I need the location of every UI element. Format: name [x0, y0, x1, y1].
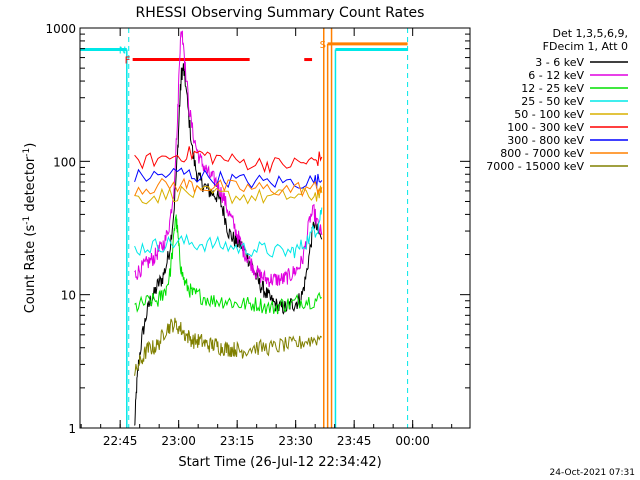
legend-label-0: 3 - 6 keV [535, 56, 584, 69]
x-axis-label: Start Time (26-Jul-12 22:34:42) [178, 455, 381, 470]
series-line-8 [134, 317, 323, 376]
series-line-2 [134, 214, 323, 315]
legend-label-3: 25 - 50 keV [521, 95, 584, 108]
legend-label-7: 800 - 7000 keV [500, 147, 584, 160]
legend-label-6: 300 - 800 keV [507, 134, 584, 147]
flag-label-S: S [320, 40, 326, 51]
flag-label-F: F [125, 56, 131, 67]
y-axis: 1 10 100 1000 [45, 22, 470, 436]
legend-label-4: 50 - 100 keV [514, 108, 584, 121]
legend-header-line-1: Det 1,3,5,6,9, [552, 27, 628, 40]
plot-area: NF S [80, 28, 409, 428]
legend: Det 1,3,5,6,9, FDecim 1, Att 0 3 - 6 keV… [486, 27, 628, 173]
chart-title: RHESSI Observing Summary Count Rates [136, 5, 425, 21]
x-tick-label-4: 23:45 [337, 434, 372, 448]
series-line-1 [134, 30, 323, 288]
x-tick-label-0: 22:45 [103, 434, 138, 448]
footer-date: 24-Oct-2021 07:31 [550, 468, 635, 478]
y-tick-label-1: 10 [61, 289, 76, 303]
series-line-6 [134, 167, 323, 189]
plot-frame [79, 27, 471, 429]
x-tick-label-2: 23:15 [220, 434, 255, 448]
y-tick-label-3: 1000 [45, 22, 76, 36]
series-line-7 [134, 177, 323, 198]
legend-header-line-2: FDecim 1, Att 0 [543, 40, 628, 53]
legend-label-2: 12 - 25 keV [521, 82, 584, 95]
flag-label-N: N [119, 45, 126, 56]
y-tick-label-0: 1 [68, 422, 76, 436]
x-axis: 22:45 23:00 23:15 23:30 23:45 00:00 [80, 28, 453, 448]
y-tick-label-2: 100 [53, 155, 76, 169]
x-tick-label-1: 23:00 [161, 434, 196, 448]
x-tick-label-5: 00:00 [395, 434, 430, 448]
series-line-5 [134, 146, 323, 174]
y-axis-label: Count Rate (s-1 detector-1) [22, 143, 38, 314]
legend-label-8: 7000 - 15000 keV [486, 160, 584, 173]
x-tick-label-3: 23:30 [278, 434, 313, 448]
series-line-4 [134, 184, 323, 205]
series-line-3 [134, 207, 323, 259]
legend-label-1: 6 - 12 keV [528, 69, 584, 82]
legend-label-5: 100 - 300 keV [507, 121, 584, 134]
